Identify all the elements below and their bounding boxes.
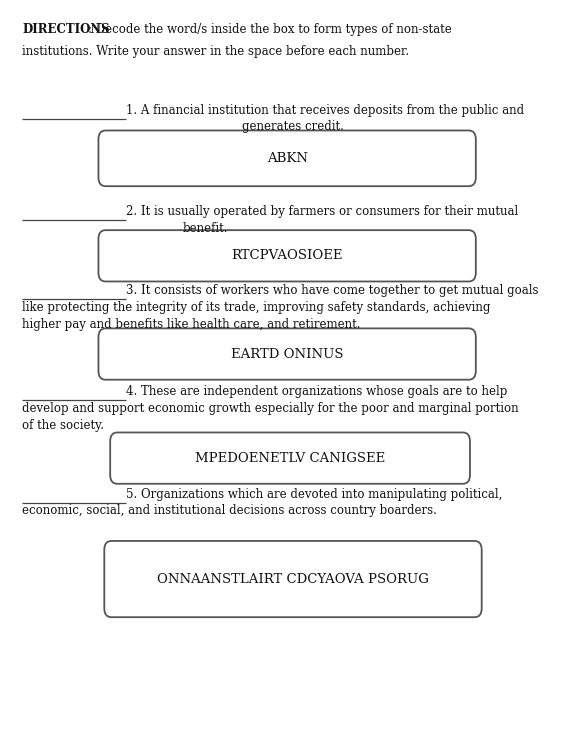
Text: DIRECTIONS: DIRECTIONS [22,23,110,37]
Text: institutions. Write your answer in the space before each number.: institutions. Write your answer in the s… [22,45,410,59]
Text: like protecting the integrity of its trade, improving safety standards, achievin: like protecting the integrity of its tra… [22,301,490,314]
Text: 4. These are independent organizations whose goals are to help: 4. These are independent organizations w… [126,385,507,398]
FancyBboxPatch shape [110,432,470,484]
Text: benefit.: benefit. [182,221,228,235]
Text: higher pay and benefits like health care, and retirement.: higher pay and benefits like health care… [22,317,361,331]
Text: 5. Organizations which are devoted into manipulating political,: 5. Organizations which are devoted into … [126,487,502,501]
Text: MPEDOENETLV CANIGSEE: MPEDOENETLV CANIGSEE [195,452,385,465]
FancyBboxPatch shape [98,328,476,380]
Text: : Decode the word/s inside the box to form types of non-state: : Decode the word/s inside the box to fo… [88,23,452,37]
FancyBboxPatch shape [98,130,476,186]
Text: 3. It consists of workers who have come together to get mutual goals: 3. It consists of workers who have come … [126,284,539,297]
Text: of the society.: of the society. [22,419,104,432]
Text: ABKN: ABKN [267,152,308,165]
Text: develop and support economic growth especially for the poor and marginal portion: develop and support economic growth espe… [22,402,519,415]
Text: RTCPVAOSIOEE: RTCPVAOSIOEE [231,249,343,262]
Text: 2. It is usually operated by farmers or consumers for their mutual: 2. It is usually operated by farmers or … [126,205,518,218]
FancyBboxPatch shape [98,230,476,281]
Text: 1. A financial institution that receives deposits from the public and: 1. A financial institution that receives… [126,103,524,117]
FancyBboxPatch shape [104,541,482,617]
Text: generates credit.: generates credit. [242,120,344,133]
Text: EARTD ONINUS: EARTD ONINUS [231,347,343,361]
Text: ONNAANSTLAIRT CDCYAOVA PSORUG: ONNAANSTLAIRT CDCYAOVA PSORUG [157,572,429,586]
Text: economic, social, and institutional decisions across country boarders.: economic, social, and institutional deci… [22,504,437,517]
